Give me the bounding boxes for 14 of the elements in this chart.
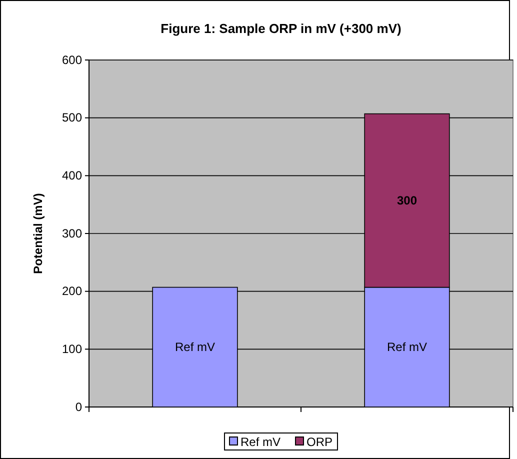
y-tick-label: 100 bbox=[62, 342, 82, 356]
y-tick-label: 200 bbox=[62, 284, 82, 298]
data-label: 300 bbox=[396, 194, 418, 208]
y-tick-label: 400 bbox=[62, 168, 82, 183]
legend-label: ORP bbox=[306, 435, 333, 449]
y-tick-label: 300 bbox=[62, 226, 82, 240]
y-tick-label: 600 bbox=[62, 52, 82, 67]
chart-title: Figure 1: Sample ORP in mV (+300 mV) bbox=[160, 21, 402, 36]
data-label: Ref mV bbox=[174, 340, 216, 354]
data-label: Ref mV bbox=[386, 340, 428, 354]
y-axis-title: Potential (mV) bbox=[31, 193, 45, 274]
y-tick-label: 0 bbox=[75, 400, 82, 414]
y-tick-label: 500 bbox=[62, 110, 82, 125]
legend-label: Ref mV bbox=[240, 435, 281, 449]
